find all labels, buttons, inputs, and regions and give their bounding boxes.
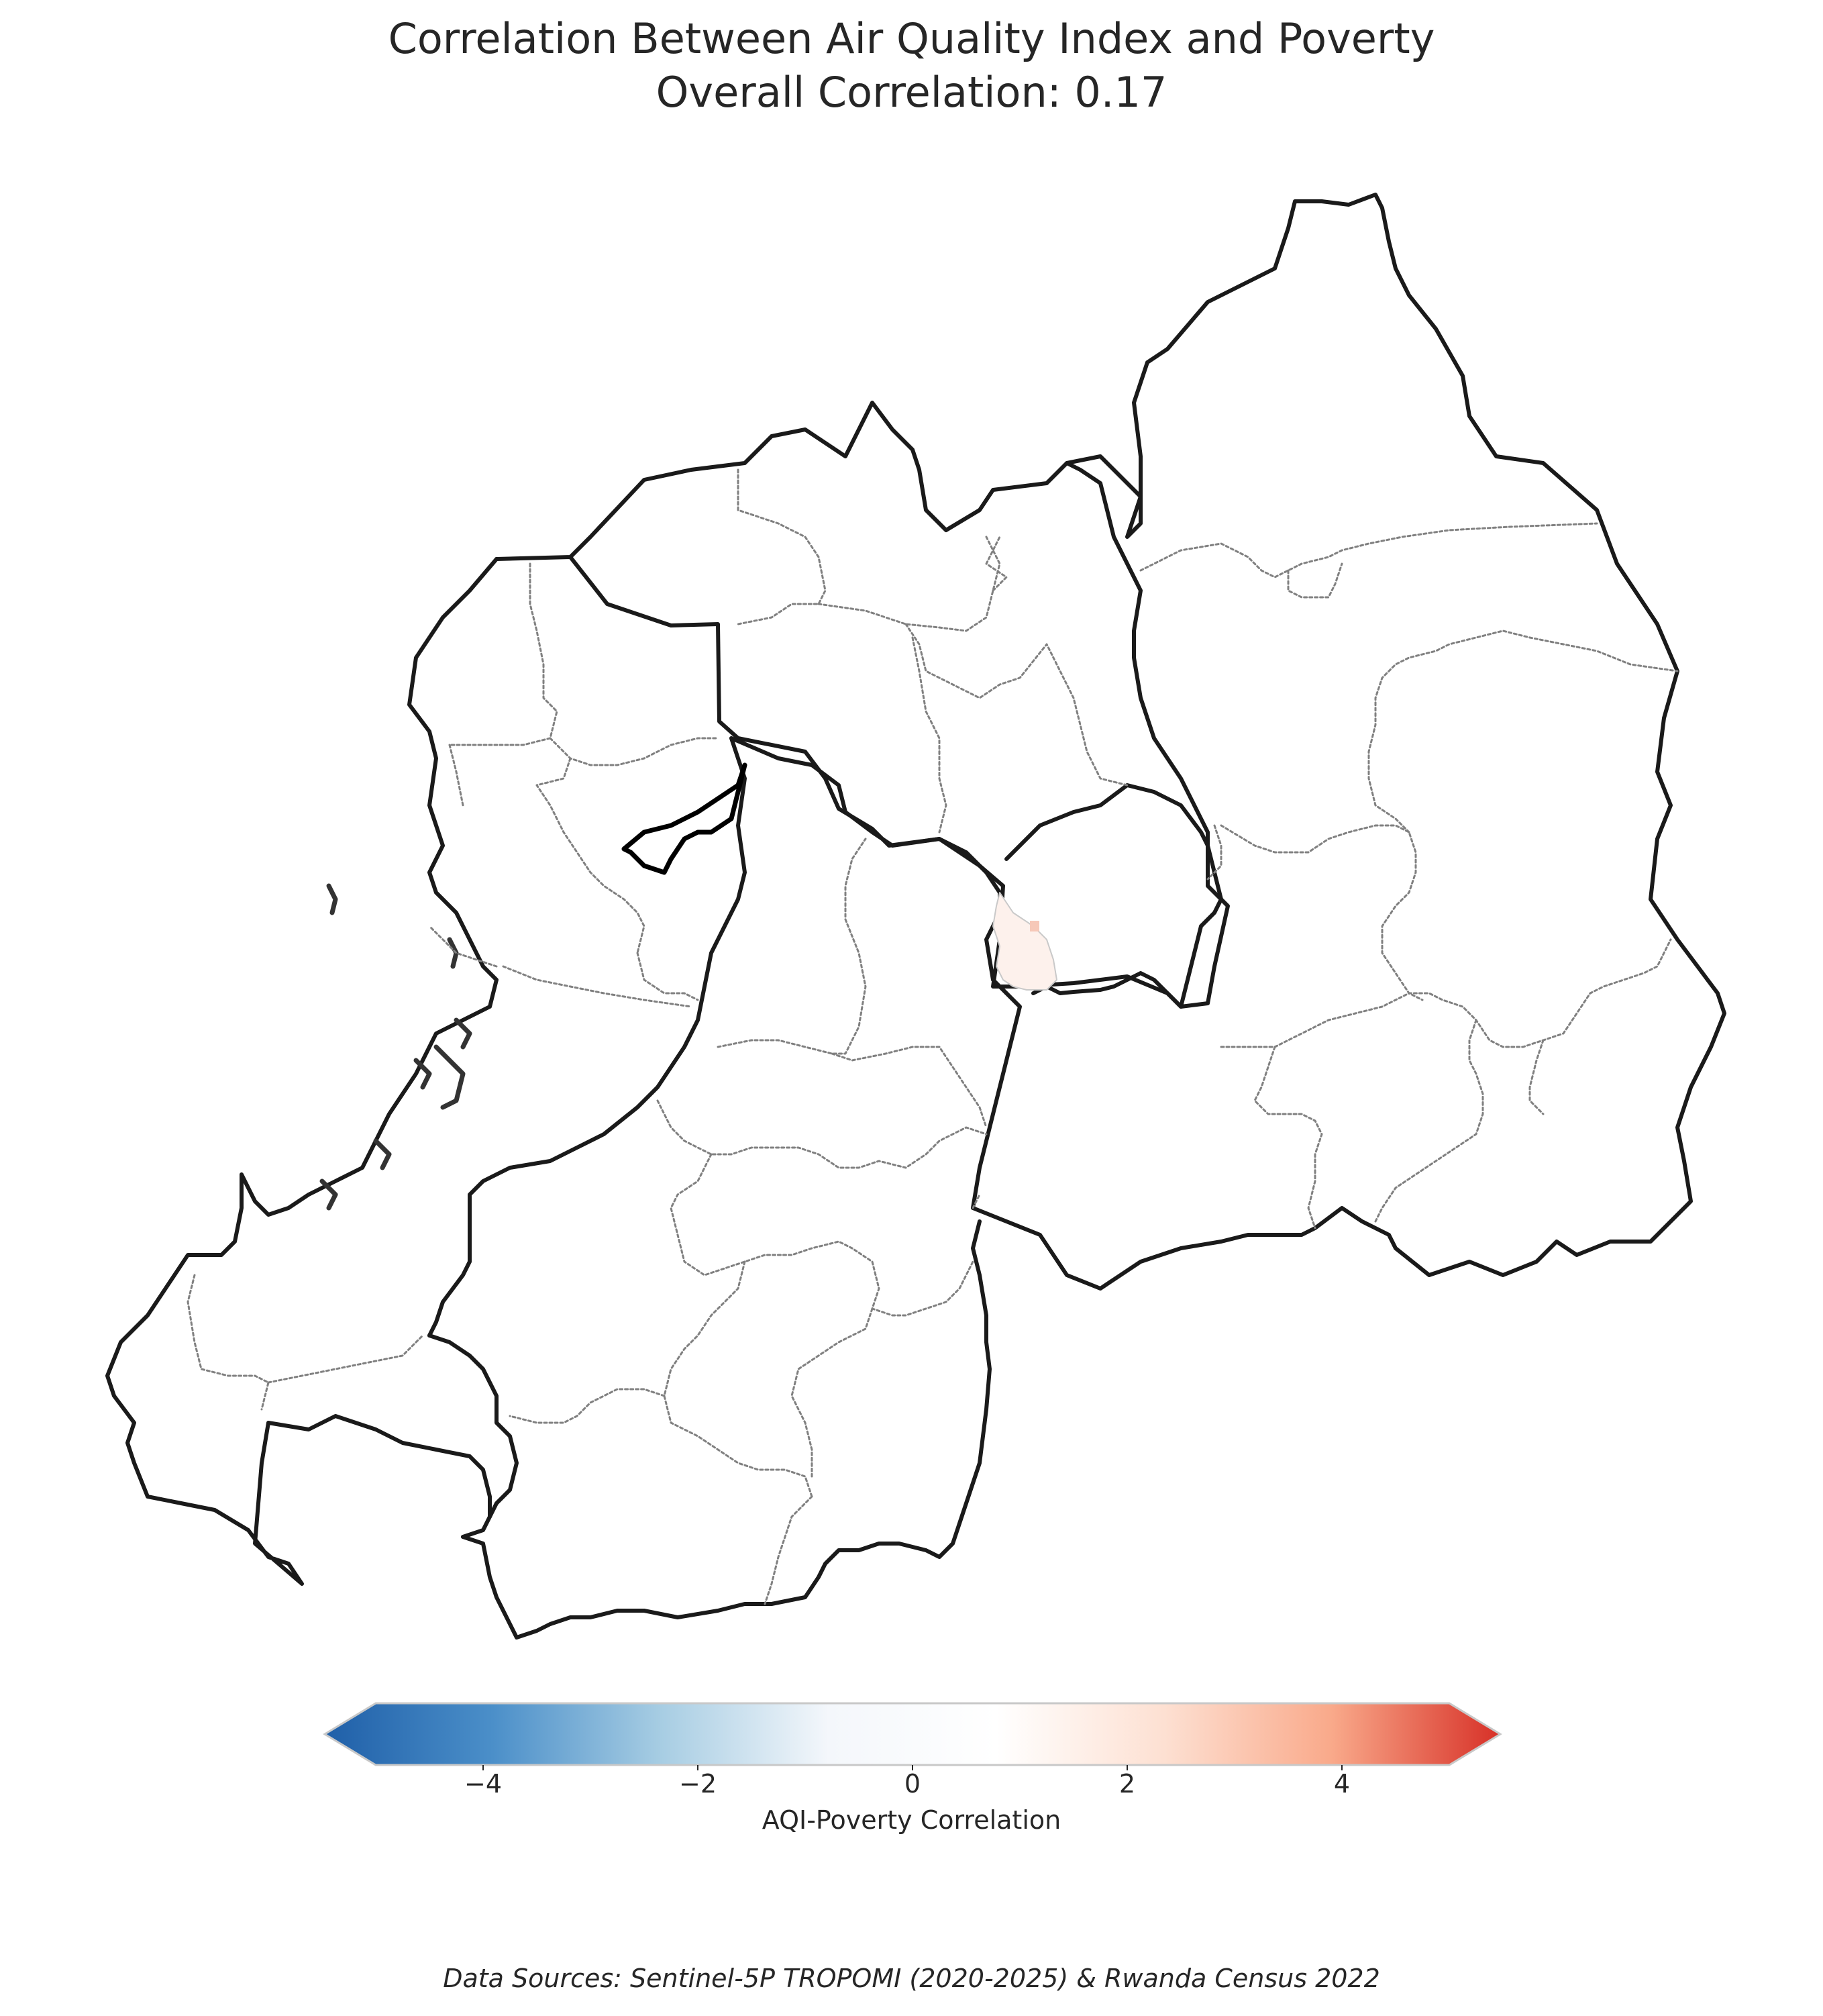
colorbar-ticks <box>482 1765 1343 1770</box>
colorbar-tick-label: −2 <box>678 1769 717 1799</box>
province-outline-north <box>971 193 1726 1291</box>
province-outline-west <box>105 557 499 1586</box>
colorbar-gradient <box>323 1702 1502 1766</box>
province-border-kigali-north <box>1004 783 1223 1009</box>
colorbar-label: AQI-Poverty Correlation <box>762 1805 1061 1835</box>
colorbar-tick-label: −4 <box>464 1769 503 1799</box>
title-block: Correlation Between Air Quality Index an… <box>0 12 1823 119</box>
colorbar-tick-label: 2 <box>1118 1769 1136 1799</box>
lake-enclave-outline <box>621 762 747 875</box>
province-border-south-west <box>427 1333 519 1519</box>
title-line-1: Correlation Between Air Quality Index an… <box>388 14 1435 63</box>
kigali-highlight-cell <box>1030 921 1039 931</box>
colorbar-tick-label: 0 <box>904 1769 921 1799</box>
province-outline-south <box>461 1219 992 1640</box>
title-line-2: Overall Correlation: 0.17 <box>656 68 1167 117</box>
source-note: Data Sources: Sentinel-5P TROPOMI (2020-… <box>443 1964 1380 1993</box>
province-border-kigali <box>427 736 747 1338</box>
district-borders <box>187 468 1679 1605</box>
rwanda-map <box>105 193 1726 1640</box>
province-border-kigali-east <box>971 991 1022 1210</box>
colorbar-tick-label: 4 <box>1333 1769 1351 1799</box>
province-border-east <box>729 736 1008 995</box>
